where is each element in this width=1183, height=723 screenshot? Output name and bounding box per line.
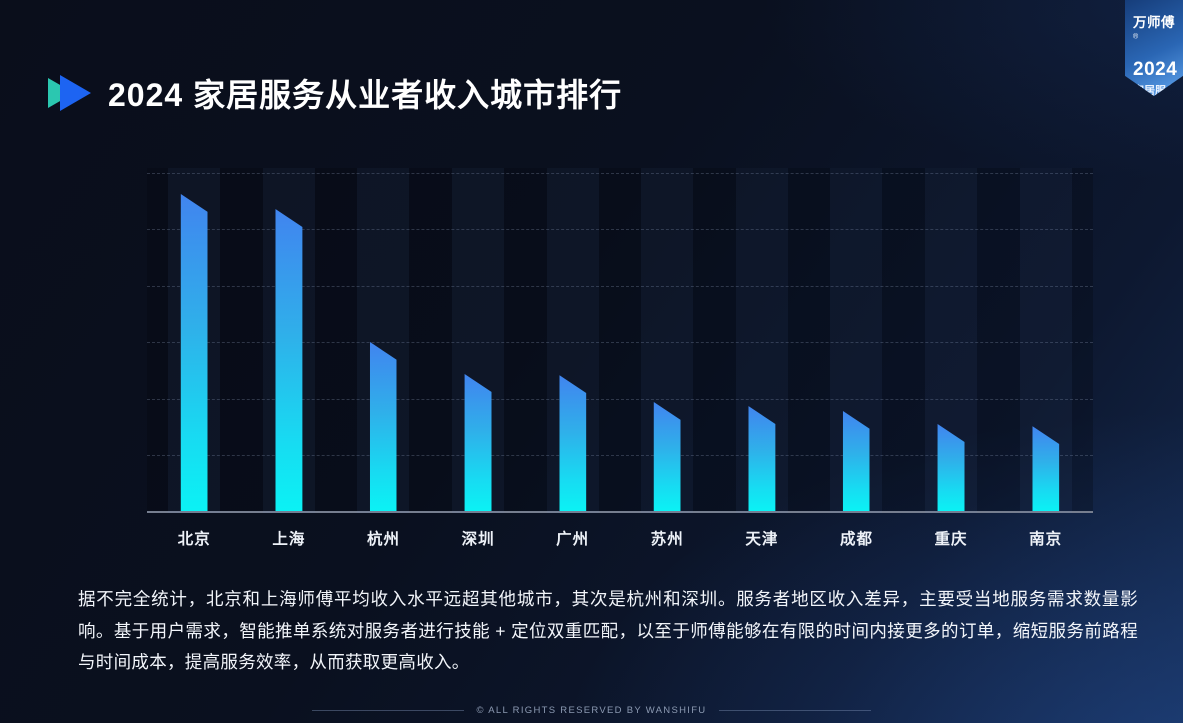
bar-成都	[842, 411, 870, 511]
bar-苏州	[653, 402, 681, 511]
x-axis-label: 成都	[839, 531, 873, 548]
bar-天津	[748, 406, 776, 511]
footer-rule-right	[719, 710, 872, 711]
x-axis-labels: 北京 上海 杭州 深圳 广州 苏州 天津 成都 重庆 南京	[147, 527, 1093, 549]
x-axis-label: 南京	[1029, 531, 1063, 548]
x-axis-label: 重庆	[934, 531, 968, 548]
registered-mark: ®	[1133, 33, 1139, 41]
gridline	[147, 455, 1093, 456]
chart-column	[715, 168, 810, 513]
x-axis-label: 杭州	[366, 531, 400, 548]
chart-plot	[147, 168, 1093, 513]
bar-杭州	[369, 342, 397, 511]
x-axis-label: 天津	[745, 531, 779, 548]
header: 2024 家居服务从业者收入城市排行	[48, 70, 622, 116]
chart-column	[431, 168, 526, 513]
chart-column	[809, 168, 904, 513]
play-triangle-blue-icon	[60, 75, 91, 111]
x-axis-label: 广州	[556, 531, 590, 548]
footer-rule-left	[312, 710, 464, 711]
ribbon-subtitle-line1: 家居服务	[1133, 85, 1177, 97]
chart-column	[525, 168, 620, 513]
footer: © ALL RIGHTS RESERVED BY WANSHIFU	[312, 705, 872, 716]
description-text: 据不完全统计，北京和上海师傅平均收入水平远超其他城市，其次是杭州和深圳。服务者地…	[78, 589, 1138, 672]
ribbon-year: 2024	[1133, 59, 1178, 80]
bar-北京	[180, 194, 208, 511]
chart-column	[336, 168, 431, 513]
gridline	[147, 342, 1093, 343]
x-axis-baseline	[147, 511, 1093, 513]
chart-column	[904, 168, 999, 513]
brand-ribbon: 万师傅® 2024 家居服务 行业报告	[1125, 0, 1183, 96]
x-axis-label: 苏州	[650, 531, 684, 548]
page-title: 2024 家居服务从业者收入城市排行	[108, 77, 623, 113]
bar-上海	[275, 209, 303, 511]
double-play-triangles-icon	[48, 74, 94, 112]
gridline	[147, 173, 1093, 174]
gridline	[147, 286, 1093, 287]
chart-column	[147, 168, 242, 513]
chart-column	[242, 168, 337, 513]
x-axis-label: 北京	[177, 531, 211, 548]
chart-columns	[147, 168, 1093, 513]
brand-name: 万师傅	[1133, 15, 1175, 30]
income-city-bar-chart: 北京 上海 杭州 深圳 广州 苏州 天津 成都 重庆 南京	[147, 168, 1093, 549]
gridline	[147, 229, 1093, 230]
chart-column	[620, 168, 715, 513]
x-axis-label: 上海	[272, 531, 306, 548]
brand-logo: 万师傅 ®	[1133, 11, 1179, 50]
copyright-text: © ALL RIGHTS RESERVED BY WANSHIFU	[476, 705, 707, 716]
ribbon-subtitle-line2: 行业报告	[1133, 102, 1177, 115]
bar-广州	[559, 375, 587, 511]
x-axis-label: 深圳	[461, 531, 495, 548]
chart-column	[998, 168, 1093, 513]
bar-深圳	[464, 374, 492, 511]
gridline	[147, 399, 1093, 400]
